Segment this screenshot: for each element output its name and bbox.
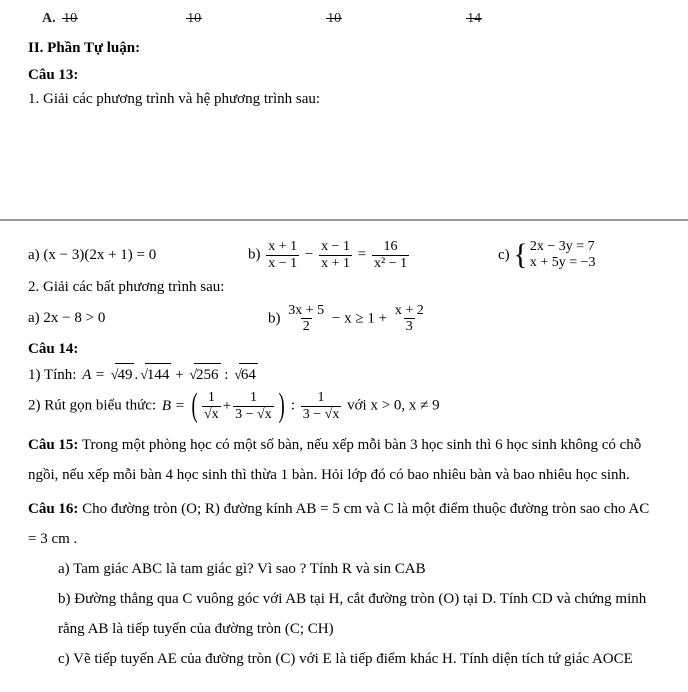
mc-option-a: A. 10 [42,8,77,29]
q13-b2: b) 3x + 5 2 − x ≥ 1 + x + 2 3 [268,303,660,335]
q13-b: b) x + 1 x − 1 − x − 1 x + 1 = 16 x² − 1 [248,239,498,271]
q13-b2-label: b) [268,310,281,326]
q13-a2-eq: 2x − 8 > 0 [43,310,105,326]
q13-a: a) (x − 3)(2x + 1) = 0 [28,244,248,267]
q14-head: Câu 14: [28,338,660,361]
q16-c: c) Vẽ tiếp tuyến AE của đường tròn (C) v… [28,644,660,674]
q13-a-eq: (x − 3)(2x + 1) = 0 [43,247,156,263]
mc-c-value: 10 [327,11,341,26]
q13-c-label: c) [498,247,510,263]
eq: = [358,247,366,263]
q13-c: c) { 2x − 3y = 7 x + 5y = −3 [498,239,660,273]
q13-a2: a) 2x − 8 > 0 [28,307,268,330]
q14-frac1: 1 √x [202,390,221,422]
plus: + [175,367,183,383]
sys-eq2: x + 5y = −3 [530,255,596,272]
q14-frac3: 1 3 − √x [301,390,342,422]
q13-b2-mid: − x ≥ 1 + [332,310,387,326]
q16-intro-text: Cho đường tròn (O; R) đường kính AB = 5 … [28,501,649,547]
mc-a-label: A. [42,11,56,26]
mc-option-row: A. 10 10 10 14 [28,8,660,29]
colon2: : [291,398,295,414]
mc-d-value: 14 [467,11,481,26]
q14-p2: 2) Rút gọn biểu thức: B = ( 1 √x + 1 3 −… [28,390,660,422]
q15-body: Trong một phòng học có một số bàn, nếu x… [28,437,641,483]
q13-eq-row: a) (x − 3)(2x + 1) = 0 b) x + 1 x − 1 − … [28,239,660,273]
q16-head: Câu 16: [28,501,78,517]
q13-a2-label: a) [28,310,40,326]
q14-frac2: 1 3 − √x [233,390,274,422]
sqrt-256: 256 [187,363,220,387]
mc-option-c: 10 [327,8,357,29]
q14-B: B = [162,398,185,414]
q13-b-frac1: x + 1 x − 1 [266,239,299,271]
q15-head: Câu 15: [28,437,78,453]
q13-b2-frac2: x + 2 3 [393,303,426,335]
sqrt-144: 144 [138,363,171,387]
q16-b: b) Đường thẳng qua C vuông góc với AB tạ… [28,584,660,644]
sys-eq1: 2x − 3y = 7 [530,239,596,256]
mc-a-value: 10 [63,11,77,26]
q13-b2-frac1: 3x + 5 2 [286,303,326,335]
plus2: + [223,395,231,418]
q16-intro: Câu 16: Cho đường tròn (O; R) đường kính… [28,494,660,554]
q14-p1: 1) Tính: A = 49.144 + 256 : 64 [28,363,660,387]
q14-A: A = [82,367,105,383]
q14-p2-label: 2) Rút gọn biểu thức: [28,398,156,414]
minus: − [305,247,313,263]
q13-b-frac3: 16 x² − 1 [372,239,409,271]
q16-a: a) Tam giác ABC là tam giác gì? Vì sao ?… [28,554,660,584]
colon: : [224,367,228,383]
sqrt-49: 49 [109,363,135,387]
mc-option-b: 10 [187,8,217,29]
sqrt-64: 64 [232,363,258,387]
q13-b-frac2: x − 1 x + 1 [319,239,352,271]
q13-head: Câu 13: [28,64,660,87]
q13-c-system: { 2x − 3y = 7 x + 5y = −3 [513,239,595,273]
q13-p1: 1. Giải các phương trình và hệ phương tr… [28,88,660,111]
q14-cond: với x > 0, x ≠ 9 [347,398,440,414]
q13-p2: 2. Giải các bất phương trình sau: [28,276,660,299]
q13-b-label: b) [248,247,261,263]
mc-option-d: 14 [467,8,497,29]
q15: Câu 15: Trong một phòng học có một số bà… [28,430,660,490]
q13-ineq-row: a) 2x − 8 > 0 b) 3x + 5 2 − x ≥ 1 + x + … [28,303,660,335]
mc-b-value: 10 [187,11,201,26]
section-title: II. Phần Tự luận: [28,37,660,60]
q14-p1-label: 1) Tính: [28,367,76,383]
q14-paren: ( 1 √x + 1 3 − √x ) [189,390,287,422]
q13-a-label: a) [28,247,40,263]
